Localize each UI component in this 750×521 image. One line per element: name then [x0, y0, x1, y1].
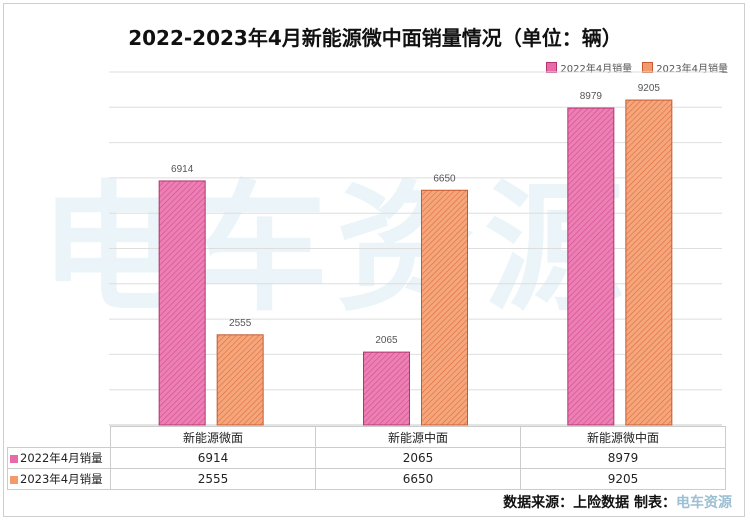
chart-frame [3, 3, 745, 517]
bar-2023-3 [625, 99, 673, 426]
table-cell: 8979 [520, 447, 726, 469]
data-label: 6650 [433, 173, 456, 184]
legend-label-2023: 2023年4月销量 [656, 64, 728, 75]
chart-title: 2022-2023年4月新能源微中面销量情况（单位：辆） [128, 26, 622, 50]
data-label: 6914 [171, 164, 194, 175]
table-row-label-text: 2023年4月销量 [20, 472, 103, 486]
table-row-label: 2023年4月销量 [7, 468, 111, 490]
table-cell: 2065 [315, 447, 521, 469]
table-header-cell: 新能源微中面 [520, 426, 726, 448]
bar-2023-1 [216, 334, 264, 426]
data-table: 新能源微面 新能源中面 新能源微中面 2022年4月销量 6914 2065 8… [7, 426, 726, 490]
table-header-cell: 新能源中面 [315, 426, 521, 448]
watermark: 电车资源 [40, 168, 633, 331]
table-row-label: 2022年4月销量 [7, 447, 111, 469]
bar-2022-3 [567, 107, 615, 426]
table-row-label-text: 2022年4月销量 [20, 451, 103, 465]
data-label: 2065 [375, 335, 398, 346]
table-cell: 6650 [315, 468, 521, 490]
bar-2023-2 [421, 189, 468, 426]
footer-source: 数据来源：上险数据 制表： [503, 495, 676, 511]
data-label: 2555 [229, 318, 252, 329]
legend-label-2022: 2022年4月销量 [560, 64, 633, 75]
table-row: 2023年4月销量 2555 6650 9205 [7, 468, 726, 490]
table-row: 2022年4月销量 6914 2065 8979 [7, 447, 726, 469]
table-swatch-2023 [10, 475, 18, 484]
bar-2022-1 [158, 180, 206, 426]
table-header-cell: 新能源微面 [110, 426, 316, 448]
footer-brand: 电车资源 [676, 495, 732, 511]
table-cell: 2555 [110, 468, 316, 490]
bar-2022-2 [363, 351, 410, 426]
data-label: 9205 [638, 83, 661, 94]
table-header-row: 新能源微面 新能源中面 新能源微中面 [8, 426, 726, 448]
table-cell: 6914 [110, 447, 316, 469]
table-cell: 9205 [520, 468, 726, 490]
footer: 数据来源：上险数据 制表：电车资源 [503, 492, 732, 512]
data-label: 8979 [580, 91, 603, 102]
table-swatch-2022 [10, 454, 18, 463]
table-corner [8, 427, 111, 448]
